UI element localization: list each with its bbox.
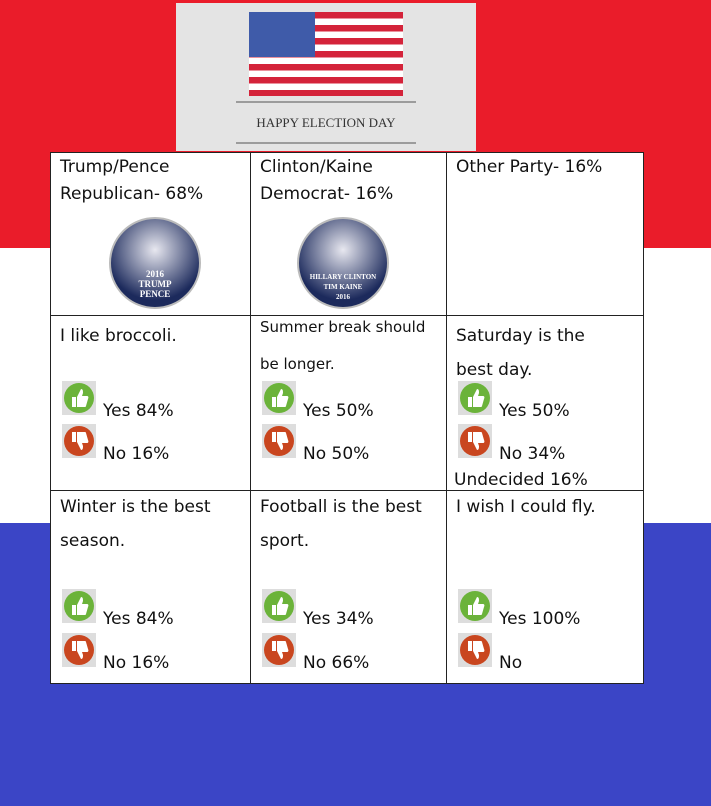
table-cell: Clinton/Kaine Democrat- 16% HILLARY CLINTO… [250, 152, 447, 316]
table-cell: Trump/Pence Republican- 68% 2016 TRUMP PENCE [50, 152, 251, 316]
question-text: Saturday is the [456, 326, 585, 346]
badge-text: TRUMP [138, 279, 172, 289]
table-cell: Other Party- 16% [446, 152, 644, 316]
question-text: sport. [260, 531, 310, 551]
badge-text: PENCE [139, 289, 171, 299]
question-text: I wish I could fly. [456, 497, 596, 517]
poll-table: Trump/Pence Republican- 68% 2016 TRUMP PENCE… [50, 152, 644, 684]
thumbs-up-icon [262, 381, 296, 415]
question-text: Other Party- 16% [456, 157, 603, 177]
thumbs-down-icon [62, 424, 96, 458]
yes-result: Yes 84% [103, 609, 174, 629]
no-result: No 16% [103, 653, 170, 673]
question-text: Clinton/Kaine [260, 157, 373, 177]
thumbs-up-icon [458, 381, 492, 415]
yes-result: Yes 34% [303, 609, 374, 629]
no-result: No 50% [303, 444, 370, 464]
question-text: best day. [456, 360, 533, 380]
badge-text: 2016 [336, 293, 350, 301]
table-cell: Saturday is the best day. Yes 50% No 34% Und… [446, 315, 644, 491]
thumbs-down-icon [458, 424, 492, 458]
table-cell: I like broccoli. Yes 84% No 16% [50, 315, 251, 491]
thumbs-up-icon [62, 381, 96, 415]
no-result: No 34% [499, 444, 566, 464]
badge-text: 2016 [146, 269, 164, 279]
no-result: No 66% [303, 653, 370, 673]
question-text: Winter is the best [60, 497, 211, 517]
yes-result: Yes 50% [499, 401, 570, 421]
no-result: No 16% [103, 444, 170, 464]
flag-graphic: HAPPY ELECTION DAY [236, 12, 416, 144]
question-text: Summer break should [260, 318, 426, 336]
badge-text: TIM KAINE [323, 283, 363, 291]
question-text: Democrat- 16% [260, 184, 394, 204]
header-box: HAPPY ELECTION DAY [176, 3, 476, 151]
thumbs-up-icon [62, 589, 96, 623]
thumbs-down-icon [262, 424, 296, 458]
question-text: season. [60, 531, 126, 551]
thumbs-down-icon [458, 633, 492, 667]
undecided-result: Undecided 16% [454, 470, 588, 490]
no-result: No [499, 653, 523, 673]
yes-result: Yes 50% [303, 401, 374, 421]
question-text: be longer. [260, 355, 335, 373]
question-text: Republican- 68% [60, 184, 204, 204]
question-text: Trump/Pence [60, 157, 170, 177]
table-cell: Football is the best sport. Yes 34% No 66% [250, 490, 447, 684]
question-text: I like broccoli. [60, 326, 177, 346]
thumbs-down-icon [262, 633, 296, 667]
header-title: HAPPY ELECTION DAY [256, 115, 396, 130]
question-text: Football is the best [260, 497, 422, 517]
table-cell: Winter is the best season. Yes 84% No 16% [50, 490, 251, 684]
thumbs-up-icon [458, 589, 492, 623]
candidate-badge: HILLARY CLINTON TIM KAINE 2016 [297, 217, 389, 309]
yes-result: Yes 100% [499, 609, 581, 629]
candidate-badge: 2016 TRUMP PENCE [109, 217, 201, 309]
table-cell: I wish I could fly. Yes 100% No [446, 490, 644, 684]
thumbs-up-icon [262, 589, 296, 623]
thumbs-down-icon [62, 633, 96, 667]
yes-result: Yes 84% [103, 401, 174, 421]
badge-text: HILLARY CLINTON [309, 273, 377, 281]
table-cell: Summer break should be longer. Yes 50% No 5… [250, 315, 447, 491]
